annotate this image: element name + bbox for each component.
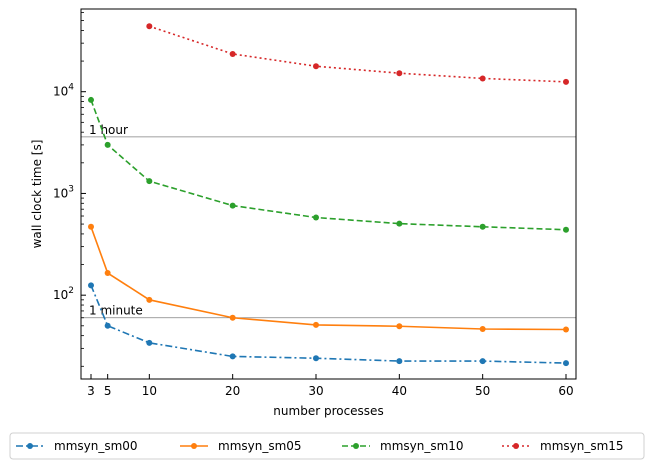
data-point bbox=[396, 70, 403, 77]
x-axis: 3 5 10 20 30 40 50 60 bbox=[87, 374, 574, 398]
x-tick-label: 3 bbox=[87, 384, 95, 398]
data-point bbox=[563, 326, 569, 333]
series-mmsyn_sm15 bbox=[146, 23, 569, 85]
x-tick-label: 40 bbox=[392, 384, 407, 398]
data-point bbox=[313, 355, 319, 362]
data-point bbox=[563, 360, 569, 367]
legend-item: mmsyn_sm10 bbox=[342, 439, 464, 453]
series-line bbox=[149, 25, 567, 83]
legend: mmsyn_sm00 mmsyn_sm05 mmsyn_sm10 mmsyn_sm15 bbox=[9, 432, 645, 460]
data-point bbox=[229, 202, 236, 209]
data-point bbox=[396, 358, 403, 365]
data-point bbox=[146, 296, 153, 303]
plot-frame bbox=[80, 8, 577, 380]
data-point bbox=[88, 223, 94, 230]
legend-marker bbox=[27, 443, 33, 449]
x-tick-label: 50 bbox=[475, 384, 490, 398]
reference-line-label: 1 minute bbox=[89, 304, 143, 318]
legend-marker bbox=[353, 443, 359, 449]
series-mmsyn_sm10 bbox=[88, 96, 569, 233]
y-tick-label: 102 bbox=[53, 286, 74, 302]
data-point bbox=[229, 353, 236, 360]
data-point bbox=[88, 282, 94, 289]
reference-lines: 1 hour 1 minute bbox=[81, 123, 576, 319]
y-tick-label: 103 bbox=[53, 184, 74, 200]
data-point bbox=[479, 75, 486, 82]
legend-label: mmsyn_sm15 bbox=[540, 439, 624, 453]
x-tick-label: 5 bbox=[104, 384, 112, 398]
x-axis-label: number processes bbox=[273, 404, 383, 418]
data-point bbox=[396, 323, 403, 330]
series-line bbox=[90, 99, 567, 231]
x-tick-label: 60 bbox=[558, 384, 573, 398]
data-point bbox=[88, 96, 94, 103]
data-point bbox=[479, 223, 486, 230]
legend-marker bbox=[513, 443, 519, 449]
series-layer bbox=[88, 23, 569, 367]
reference-line-label: 1 hour bbox=[89, 123, 128, 137]
series-mmsyn_sm00 bbox=[88, 282, 569, 367]
data-point bbox=[229, 50, 236, 57]
y-tick-label: 104 bbox=[53, 83, 74, 99]
y-axis-label: wall clock time [s] bbox=[30, 140, 44, 249]
legend-label: mmsyn_sm00 bbox=[54, 439, 138, 453]
data-point bbox=[146, 339, 153, 346]
legend-item: mmsyn_sm00 bbox=[16, 439, 138, 453]
series-line bbox=[90, 285, 567, 364]
legend-label: mmsyn_sm05 bbox=[218, 439, 302, 453]
data-point bbox=[313, 214, 319, 221]
series-line bbox=[90, 226, 567, 331]
data-point bbox=[313, 63, 319, 70]
data-point bbox=[229, 314, 236, 321]
data-point bbox=[146, 23, 153, 30]
data-point bbox=[146, 178, 153, 185]
data-point bbox=[313, 321, 319, 328]
data-point bbox=[479, 326, 486, 333]
data-point bbox=[479, 358, 486, 365]
data-point bbox=[104, 270, 111, 277]
x-tick-label: 30 bbox=[308, 384, 323, 398]
legend-item: mmsyn_sm05 bbox=[180, 439, 302, 453]
data-point bbox=[396, 220, 403, 227]
legend-box bbox=[9, 432, 645, 460]
data-point bbox=[104, 141, 111, 148]
data-point bbox=[563, 226, 569, 233]
legend-item: mmsyn_sm15 bbox=[502, 439, 624, 453]
x-tick-label: 20 bbox=[225, 384, 240, 398]
legend-marker bbox=[191, 443, 197, 449]
x-tick-label: 10 bbox=[142, 384, 157, 398]
legend-label: mmsyn_sm10 bbox=[380, 439, 464, 453]
y-axis: 102 103 104 bbox=[53, 12, 86, 367]
data-point bbox=[104, 322, 111, 329]
series-mmsyn_sm05 bbox=[88, 223, 569, 333]
data-point bbox=[563, 78, 569, 85]
